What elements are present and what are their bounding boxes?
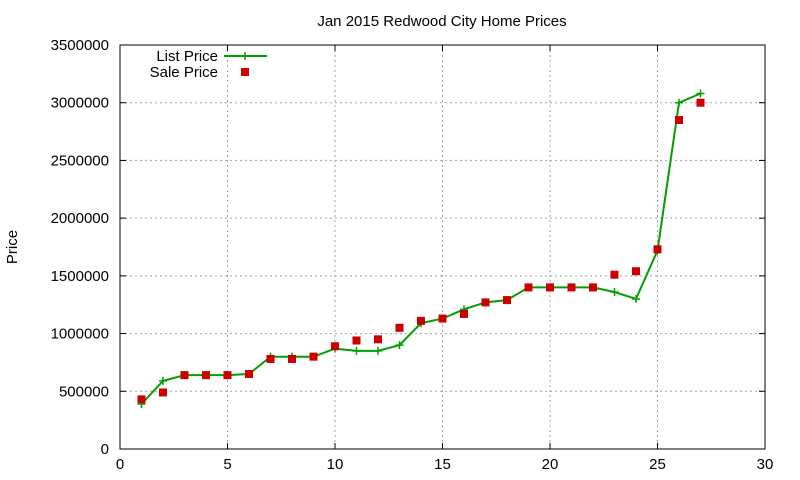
- axis-ticks: [119, 44, 766, 450]
- series-line-list-price: [140, 92, 701, 405]
- legend-marker-list-price: [241, 52, 249, 60]
- legend-label-sale-price: Sale Price: [150, 64, 218, 81]
- sale-price-point: [374, 335, 382, 344]
- sale-price-point: [288, 354, 296, 363]
- x-tick-label: 15: [434, 456, 451, 473]
- list-price-point: [352, 346, 361, 355]
- legend-marker-sale-price: [241, 68, 249, 76]
- sale-price-point: [202, 371, 210, 380]
- y-tick-label: 0: [101, 441, 109, 458]
- data-series: [137, 89, 705, 408]
- tick-labels: 0 5 10 15 20 25 30 0 500000 1000000 1500000 2000000…: [51, 37, 774, 473]
- list-price-point: [675, 98, 683, 107]
- list-price-point: [696, 89, 705, 98]
- sale-price-point: [675, 116, 683, 125]
- x-tick-label: 25: [649, 456, 666, 473]
- sale-price-point: [180, 371, 189, 380]
- sale-price-point: [266, 354, 275, 363]
- list-price-point: [632, 294, 640, 303]
- sale-price-point: [159, 388, 167, 397]
- y-tick-label: 2000000: [51, 210, 109, 227]
- y-axis-label: Price: [4, 230, 21, 264]
- legend: List Price Sale Price: [150, 48, 267, 81]
- sale-price-point: [546, 283, 554, 292]
- sale-price-point: [352, 336, 361, 345]
- sale-price-point: [632, 267, 640, 276]
- sale-price-point: [417, 316, 425, 325]
- list-price-point: [374, 346, 382, 355]
- sale-price-point: [438, 314, 447, 323]
- list-price-point: [159, 376, 167, 385]
- list-price-point: [395, 341, 404, 350]
- sale-price-point: [395, 323, 404, 332]
- sale-price-point: [460, 309, 468, 318]
- sale-price-point: [223, 371, 232, 380]
- y-tick-label: 3000000: [51, 95, 109, 112]
- sale-price-point: [481, 298, 490, 307]
- y-tick-label: 3500000: [51, 37, 109, 54]
- sale-price-point: [653, 245, 662, 254]
- x-tick-label: 20: [542, 456, 559, 473]
- y-tick-label: 1500000: [51, 268, 109, 285]
- x-tick-label: 10: [327, 456, 344, 473]
- sale-price-point: [524, 283, 533, 292]
- grid-lines: [120, 45, 765, 449]
- x-tick-label: 5: [223, 456, 231, 473]
- x-tick-label: 30: [757, 456, 774, 473]
- sale-price-point: [503, 296, 511, 305]
- list-price-point: [610, 288, 619, 297]
- sale-price-point: [245, 369, 253, 378]
- chart-title: Jan 2015 Redwood City Home Prices: [317, 13, 566, 30]
- y-tick-label: 1000000: [51, 326, 109, 343]
- sale-price-point: [137, 395, 146, 404]
- sale-price-point: [331, 342, 339, 351]
- sale-price-point: [567, 283, 576, 292]
- legend-label-list-price: List Price: [156, 48, 218, 65]
- x-tick-label: 0: [116, 456, 124, 473]
- y-tick-label: 500000: [59, 383, 109, 400]
- sale-price-point: [589, 283, 597, 292]
- sale-price-point: [610, 270, 619, 279]
- sale-price-point: [309, 352, 318, 361]
- sale-price-point: [696, 98, 705, 107]
- y-tick-label: 2500000: [51, 152, 109, 169]
